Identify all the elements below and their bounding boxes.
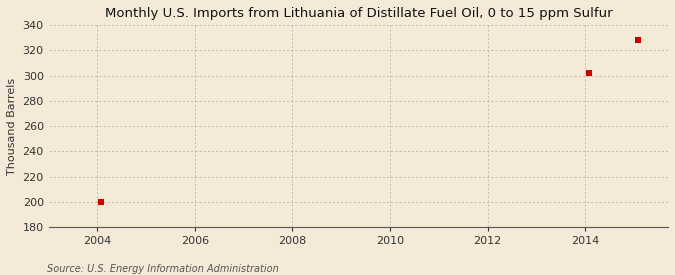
Y-axis label: Thousand Barrels: Thousand Barrels <box>7 78 17 175</box>
Title: Monthly U.S. Imports from Lithuania of Distillate Fuel Oil, 0 to 15 ppm Sulfur: Monthly U.S. Imports from Lithuania of D… <box>105 7 612 20</box>
Text: Source: U.S. Energy Information Administration: Source: U.S. Energy Information Administ… <box>47 264 279 274</box>
